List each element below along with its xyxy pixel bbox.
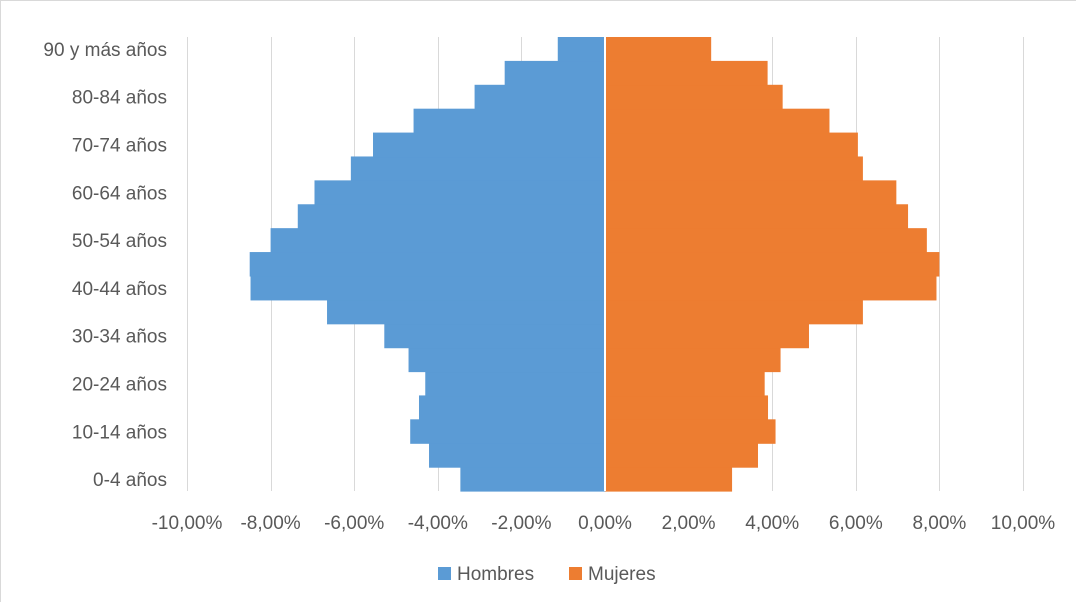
bar-hombres-18 — [557, 37, 605, 62]
bar-mujeres-9 — [605, 252, 940, 277]
bar-mujeres-11 — [605, 204, 909, 229]
bar-mujeres-14 — [605, 132, 858, 158]
bar-hombres-15 — [413, 108, 605, 134]
x-tick-label: -8,00% — [240, 513, 300, 534]
bar-mujeres-6 — [605, 323, 809, 349]
y-tick-label: 50-54 años — [72, 231, 167, 252]
bar-mujeres-18 — [605, 37, 712, 62]
bar-mujeres-1 — [605, 443, 758, 468]
y-tick-label: 40-44 años — [72, 279, 167, 300]
bar-mujeres-0 — [605, 467, 733, 492]
bar-hombres-4 — [425, 371, 605, 397]
bar-hombres-6 — [384, 323, 605, 349]
y-tick-label: 10-14 años — [72, 422, 167, 443]
y-tick-label: 70-74 años — [72, 136, 167, 157]
bar-hombres-5 — [408, 347, 605, 373]
bar-hombres-11 — [297, 204, 605, 229]
bar-hombres-13 — [350, 156, 605, 181]
y-tick-label: 60-64 años — [72, 183, 167, 204]
bar-mujeres-17 — [605, 60, 768, 86]
bar-hombres-8 — [250, 275, 605, 301]
bars — [249, 37, 940, 492]
x-tick-label: 4,00% — [745, 513, 799, 534]
bar-hombres-7 — [327, 299, 605, 325]
bar-hombres-10 — [270, 228, 605, 253]
bar-mujeres-5 — [605, 347, 781, 373]
bar-mujeres-16 — [605, 84, 783, 110]
x-tick-label: 0,00% — [578, 513, 632, 534]
bar-mujeres-4 — [605, 371, 765, 397]
bar-hombres-1 — [429, 443, 605, 468]
bar-hombres-17 — [504, 60, 605, 86]
bar-mujeres-3 — [605, 395, 769, 420]
bar-mujeres-15 — [605, 108, 830, 134]
y-axis-labels: 0-4 años 10-14 años 20-24 años 30-34 años 40… — [43, 40, 167, 491]
y-tick-label: 80-84 años — [72, 88, 167, 109]
x-tick-label: 8,00% — [912, 513, 966, 534]
bar-mujeres-13 — [605, 156, 863, 181]
x-tick-label: 2,00% — [662, 513, 716, 534]
bar-hombres-14 — [373, 132, 605, 158]
x-axis-labels: -10,00% -8,00% -6,00% -4,00% -2,00% 0,00% 2,00… — [152, 513, 1056, 534]
x-tick-label: 6,00% — [829, 513, 883, 534]
bar-hombres-2 — [410, 419, 605, 444]
x-tick-label: -6,00% — [324, 513, 384, 534]
y-tick-label: 90 y más años — [43, 40, 167, 61]
bar-mujeres-12 — [605, 180, 897, 205]
x-tick-label: 10,00% — [991, 513, 1056, 534]
legend-label-hombres: Hombres — [457, 564, 534, 585]
bar-mujeres-2 — [605, 419, 776, 444]
bar-hombres-3 — [418, 395, 605, 420]
legend-swatch-mujeres — [569, 567, 582, 580]
legend: Hombres Mujeres — [438, 564, 656, 585]
legend-swatch-hombres — [438, 567, 451, 580]
bar-mujeres-7 — [605, 299, 863, 325]
x-tick-label: -10,00% — [152, 513, 223, 534]
bar-hombres-12 — [314, 180, 605, 205]
y-tick-label: 20-24 años — [72, 374, 167, 395]
bar-mujeres-10 — [605, 228, 927, 253]
y-tick-label: 30-34 años — [72, 327, 167, 348]
x-tick-label: -2,00% — [491, 513, 551, 534]
legend-label-mujeres: Mujeres — [588, 564, 656, 585]
x-tick-label: -4,00% — [408, 513, 468, 534]
y-tick-label: 0-4 años — [93, 470, 167, 491]
bar-hombres-9 — [249, 252, 605, 277]
bar-hombres-0 — [460, 467, 605, 492]
bar-mujeres-8 — [605, 275, 937, 301]
bar-hombres-16 — [474, 84, 605, 110]
